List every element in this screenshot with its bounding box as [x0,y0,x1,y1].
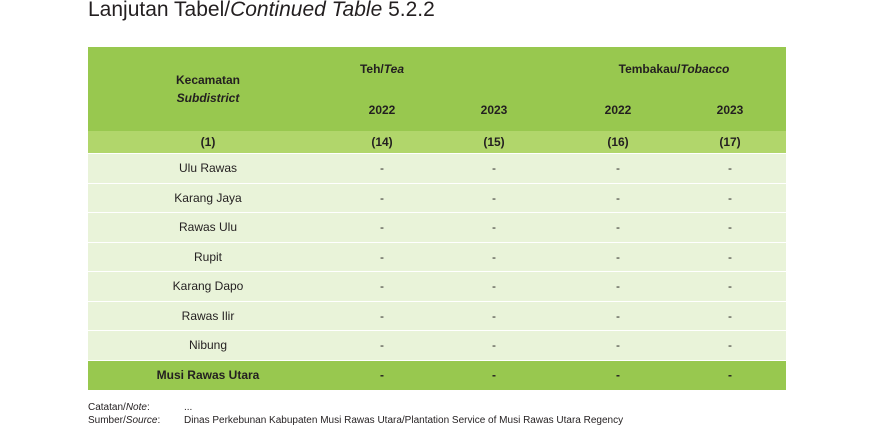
row-value: - [728,190,732,205]
row-value: - [728,338,732,353]
note-label: Catatan/Note: [88,402,150,413]
table-row: Rawas Ulu - - - - [88,212,786,242]
note-value: ... [184,402,193,413]
row-value: - [492,190,496,205]
header-year: 2023 [480,103,508,117]
header-tobacco-en: Tobacco [680,62,730,76]
row-subdistrict-name: Rawas Ilir [181,308,235,323]
column-number: (17) [719,135,741,149]
row-value: - [380,308,384,323]
row-value: - [616,161,620,176]
row-value: - [728,249,732,264]
source-value: Dinas Perkebunan Kabupaten Musi Rawas Ut… [184,415,624,426]
row-subdistrict-name: Nibung [188,338,228,353]
row-value: - [616,338,620,353]
table-title: Lanjutan Tabel/Continued Table 5.2.2 [88,0,435,23]
row-subdistrict-name: Rawas Ulu [178,220,238,235]
row-value: - [728,308,732,323]
source-label: Sumber/Source: [88,415,161,426]
table-row: Ulu Rawas - - - - [88,153,786,183]
row-value: - [492,338,496,353]
row-value: - [616,190,620,205]
total-value: - [616,368,620,382]
row-value: - [492,161,496,176]
row-value: - [492,279,496,294]
title-italic: Continued Table [230,0,383,21]
column-number: (16) [607,135,629,149]
row-value: - [380,338,384,353]
row-value: - [380,161,384,176]
table-row: Karang Jaya - - - - [88,182,786,212]
row-value: - [380,279,384,294]
row-value: - [728,220,732,235]
source-label-en: Source [125,415,158,426]
header-tobacco-id: Tembakau/ [618,62,681,76]
row-value: - [728,161,732,176]
row-value: - [492,249,496,264]
column-number: (1) [200,135,216,149]
header-kecamatan: Kecamatan Subdistrict [118,71,298,107]
row-value: - [616,220,620,235]
header-tea-id: Teh/ [359,62,384,76]
row-value: - [492,220,496,235]
header-subdistrict-label: Subdistrict [176,91,240,105]
note-label-id: Catatan/ [88,402,126,413]
total-regency-name: Musi Rawas Utara [156,368,260,382]
header-group-tea: Teh/Tea [282,62,482,76]
row-subdistrict-name: Rupit [193,249,222,264]
header-tea-en: Tea [383,62,404,76]
table-row: Nibung - - - - [88,330,786,360]
table-row: Rupit - - - - [88,241,786,271]
row-value: - [616,249,620,264]
row-value: - [380,220,384,235]
source-line: Sumber/Source: Dinas Perkebunan Kabupate… [88,414,623,427]
table-row: Karang Dapo - - - - [88,271,786,301]
table-number: 5.2.2 [388,0,435,21]
header-group-tobacco: Tembakau/Tobacco [574,62,774,76]
table-footnotes: Catatan/Note: ... Sumber/Source: Dinas P… [88,401,623,427]
title-prefix: Lanjutan Tabel/ [88,0,231,21]
row-value: - [728,279,732,294]
row-subdistrict-name: Karang Jaya [174,190,242,205]
total-row: Musi Rawas Utara - - - - [88,359,786,390]
data-table: Kecamatan Subdistrict Teh/Tea Tembakau/T… [88,47,786,390]
row-value: - [380,190,384,205]
note-label-en: Note [125,402,147,413]
row-subdistrict-name: Ulu Rawas [178,161,238,176]
row-value: - [616,279,620,294]
note-line: Catatan/Note: ... [88,401,623,414]
table-row: Rawas Ilir - - - - [88,300,786,330]
source-label-id: Sumber/ [88,415,126,426]
column-number: (14) [371,135,393,149]
total-value: - [380,368,384,382]
header-year: 2022 [368,103,396,117]
header-year: 2023 [716,103,744,117]
total-value: - [492,368,496,382]
total-value: - [728,368,732,382]
header-kecamatan-label: Kecamatan [175,73,241,87]
table-header: Kecamatan Subdistrict Teh/Tea Tembakau/T… [88,47,786,131]
row-value: - [380,249,384,264]
header-year: 2022 [604,103,632,117]
row-value: - [492,308,496,323]
row-subdistrict-name: Karang Dapo [172,279,244,294]
column-number-row: (1) (14) (15) (16) (17) [88,131,786,153]
column-number: (15) [483,135,505,149]
row-value: - [616,308,620,323]
